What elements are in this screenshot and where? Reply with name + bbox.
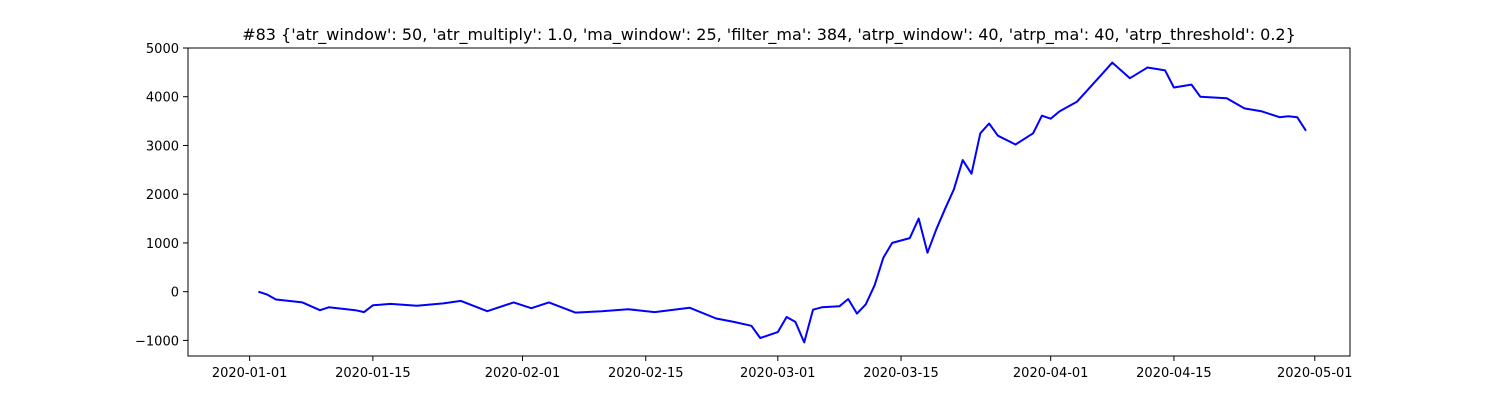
y-tick-label: 2000: [146, 188, 179, 203]
x-tick-label: 2020-03-01: [740, 366, 816, 381]
plot-area-frame: [187, 47, 1351, 357]
y-tick-label: −1000: [135, 334, 179, 349]
x-axis-ticks: 2020-01-01 2020-01-15 2020-02-01 2020-02-15…: [212, 356, 1353, 381]
x-tick-label: 2020-01-15: [335, 366, 411, 381]
x-tick-label: 2020-05-01: [1277, 366, 1353, 381]
x-tick-label: 2020-04-15: [1136, 366, 1212, 381]
x-tick-label: 2020-01-01: [212, 366, 288, 381]
y-axis-ticks: −1000 0 1000 2000 3000 4000 5000: [135, 42, 188, 349]
y-tick-label: 4000: [146, 91, 179, 106]
series-line: [258, 61, 1307, 344]
y-tick-label: 3000: [146, 139, 179, 154]
x-tick-label: 2020-02-15: [608, 366, 684, 381]
x-tick-label: 2020-02-01: [485, 366, 561, 381]
chart-title: #83 {'atr_window': 50, 'atr_multiply': 1…: [242, 25, 1296, 45]
x-tick-label: 2020-03-15: [863, 366, 939, 381]
y-tick-label: 1000: [146, 237, 179, 252]
x-tick-label: 2020-04-01: [1013, 366, 1089, 381]
y-tick-label: 0: [171, 286, 179, 301]
y-tick-label: 5000: [146, 42, 179, 57]
